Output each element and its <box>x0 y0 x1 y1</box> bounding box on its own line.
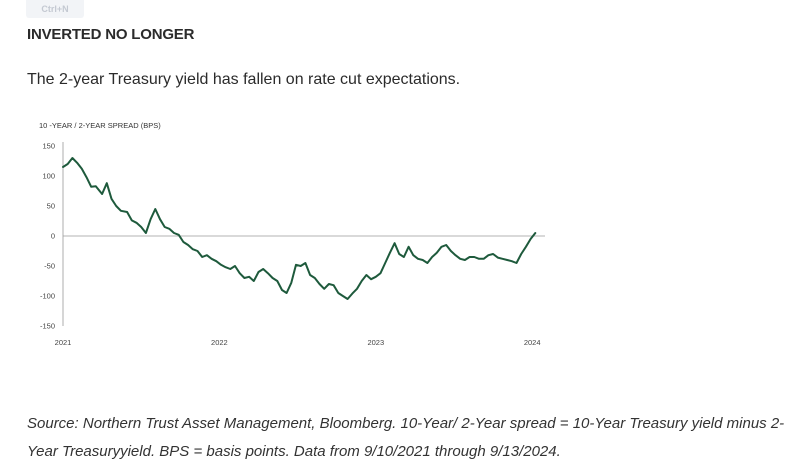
y-tick-label: 0 <box>51 232 55 241</box>
y-tick-label: 50 <box>47 202 55 211</box>
y-tick-label: -50 <box>44 262 55 271</box>
x-tick-label: 2021 <box>55 338 72 347</box>
x-tick-label: 2022 <box>211 338 228 347</box>
chart-heading: INVERTED NO LONGER <box>27 26 195 43</box>
y-tick-label: 100 <box>42 172 55 181</box>
spread-line-chart: 10 -YEAR / 2-YEAR SPREAD (BPS) 150 100 50 0… <box>39 121 545 348</box>
y-tick-label: -150 <box>40 322 55 331</box>
y-axis-label: 10 -YEAR / 2-YEAR SPREAD (BPS) <box>39 121 161 130</box>
chart-lines <box>62 157 537 300</box>
x-tick-label: 2024 <box>524 338 541 347</box>
chart-axes <box>62 142 545 326</box>
source-note: Source: Northern Trust Asset Management,… <box>27 415 785 460</box>
chart-subtitle: The 2-year Treasury yield has fallen on … <box>27 71 461 88</box>
shortcut-badge: Ctrl+N <box>26 0 84 18</box>
y-tick-label: 150 <box>42 142 55 151</box>
x-tick-label: 2023 <box>367 338 384 347</box>
spread-series-line <box>62 157 537 300</box>
y-tick-label: -100 <box>40 292 55 301</box>
